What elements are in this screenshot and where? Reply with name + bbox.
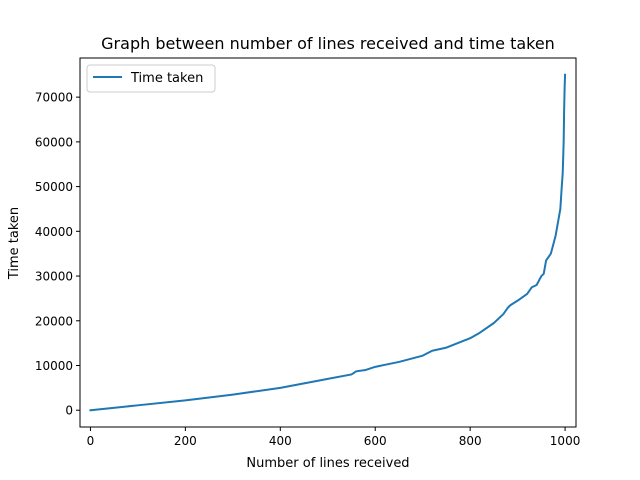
series-layer: [89, 73, 567, 412]
legend: Time taken: [86, 64, 216, 93]
y-tick-label: 30000: [35, 270, 73, 284]
y-tick-label: 40000: [35, 225, 73, 239]
x-axis-ticks: 0 200 400 600 800 1000: [87, 427, 581, 448]
series-line-0: [89, 73, 567, 412]
y-tick-label: 0: [65, 404, 73, 418]
x-tick-label: 800: [459, 434, 482, 448]
x-axis-label: Number of lines received: [246, 456, 409, 471]
plot-area: [79, 57, 577, 428]
y-tick-label: 60000: [35, 135, 73, 149]
chart-title: Graph between number of lines received a…: [101, 34, 555, 53]
y-axis-label: Time taken: [7, 207, 22, 280]
x-tick-label: 400: [269, 434, 292, 448]
x-tick-label: 1000: [550, 434, 581, 448]
x-tick-label: 200: [174, 434, 197, 448]
y-tick-label: 10000: [35, 359, 73, 373]
y-tick-label: 20000: [35, 314, 73, 328]
axes-frame: [79, 57, 577, 428]
legend-box: [86, 64, 216, 93]
y-axis-ticks: 0 10000 20000 30000 40000 50000 60000 70000: [35, 91, 80, 418]
y-tick-label: 50000: [35, 180, 73, 194]
x-tick-label: 600: [364, 434, 387, 448]
legend-label-time-taken: Time taken: [130, 71, 203, 86]
x-tick-label: 0: [87, 434, 95, 448]
y-tick-label: 70000: [35, 91, 73, 105]
